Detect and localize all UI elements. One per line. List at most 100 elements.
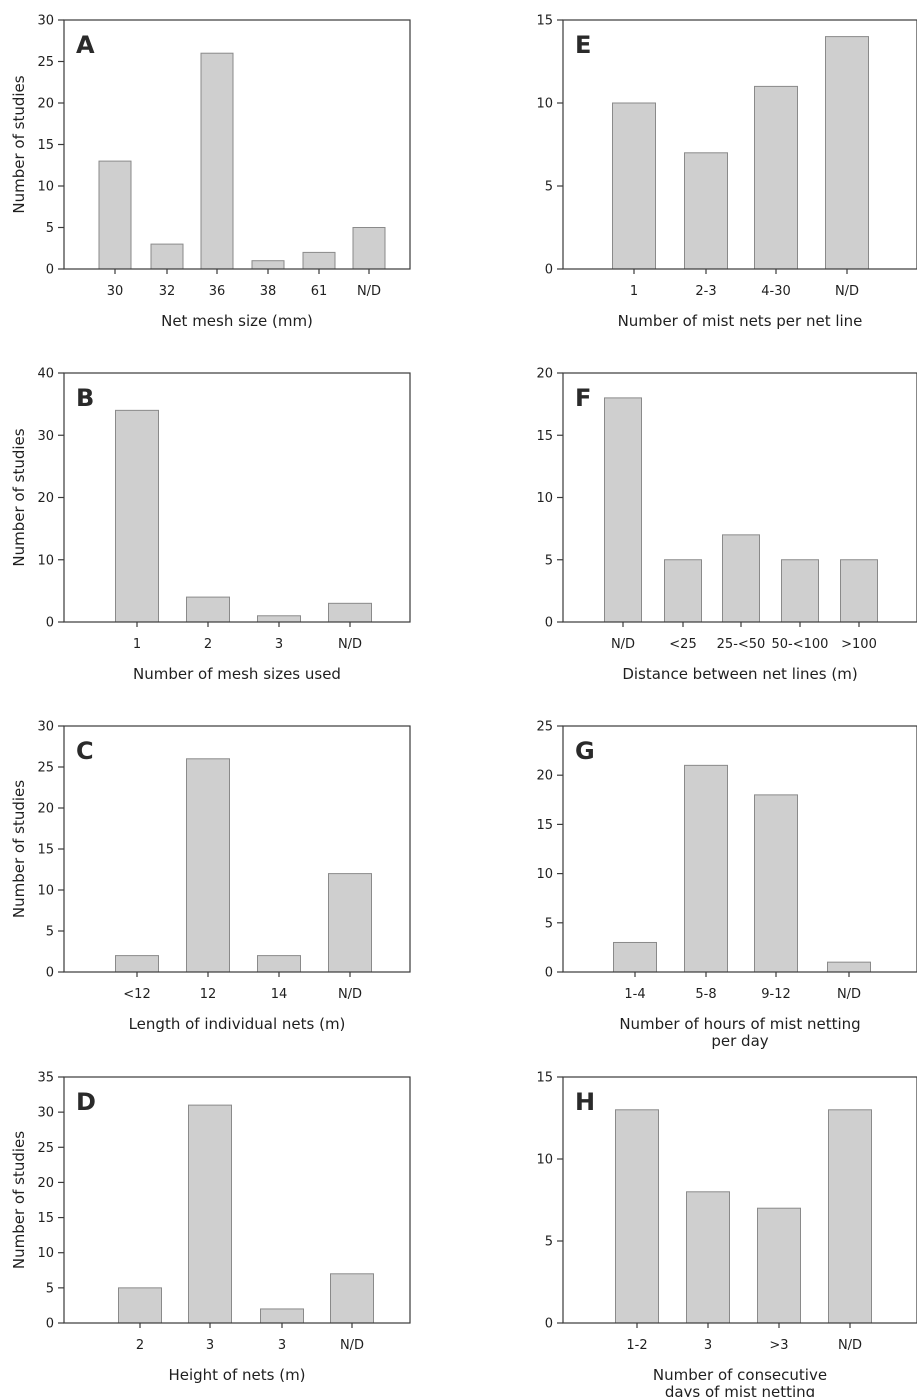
bar xyxy=(257,615,301,623)
y-tick-label: 5 xyxy=(545,180,553,195)
bar xyxy=(260,1308,304,1324)
x-tick-label: 3 xyxy=(206,1338,214,1353)
bar xyxy=(825,36,869,270)
y-tick-label: 10 xyxy=(37,884,54,899)
x-tick-label: N/D xyxy=(338,637,362,652)
x-tick-label: N/D xyxy=(835,284,859,299)
y-tick-label: 10 xyxy=(536,491,553,506)
x-tick-label: 32 xyxy=(159,284,176,299)
y-axis-label: Number of studies xyxy=(10,75,28,213)
y-tick-label: 15 xyxy=(37,138,54,153)
y-tick-label: 5 xyxy=(46,221,54,236)
x-tick-label: >100 xyxy=(841,637,877,652)
y-tick-label: 0 xyxy=(46,263,54,278)
bar xyxy=(302,251,336,270)
bar xyxy=(684,764,728,973)
plot-frame xyxy=(562,1076,917,1324)
y-tick-label: 40 xyxy=(37,367,54,382)
bar xyxy=(257,955,301,973)
x-axis-label: days of mist netting xyxy=(665,1383,815,1397)
x-tick-label: 1-4 xyxy=(624,987,645,1002)
panel-letter: C xyxy=(76,737,94,765)
bar xyxy=(684,152,728,270)
y-tick-label: 0 xyxy=(545,616,553,631)
plot-frame xyxy=(63,1076,411,1324)
y-tick-label: 25 xyxy=(536,720,553,735)
x-tick-label: <12 xyxy=(123,987,150,1002)
bar xyxy=(754,85,798,270)
bar xyxy=(115,409,159,623)
y-axis-label: Number of studies xyxy=(10,428,28,566)
x-tick-label: 2 xyxy=(204,637,212,652)
y-tick-label: 5 xyxy=(46,925,54,940)
y-tick-label: 20 xyxy=(37,1176,54,1191)
y-tick-label: 20 xyxy=(37,97,54,112)
x-tick-label: 9-12 xyxy=(761,987,791,1002)
y-tick-label: 20 xyxy=(37,802,54,817)
x-tick-label: 2 xyxy=(136,1338,144,1353)
x-axis-label: per day xyxy=(711,1032,768,1050)
y-tick-label: 0 xyxy=(46,1317,54,1332)
plot-frame xyxy=(562,725,917,973)
y-tick-label: 10 xyxy=(37,180,54,195)
x-tick-label: 3 xyxy=(704,1338,712,1353)
chart-panel-e: 0 5 10 15 1 2-3 4-30 N/D Number of mist nets per… xyxy=(536,14,917,330)
x-tick-label: 25-<50 xyxy=(717,637,766,652)
y-tick-label: 25 xyxy=(37,55,54,70)
x-axis-label: Number of hours of mist netting xyxy=(619,1015,860,1033)
bar xyxy=(615,1109,659,1324)
x-tick-label: 12 xyxy=(200,987,217,1002)
y-tick-label: 30 xyxy=(37,1106,54,1121)
panel-letter: D xyxy=(76,1088,96,1116)
y-tick-label: 10 xyxy=(536,1153,553,1168)
x-axis-label: Number of consecutive xyxy=(653,1366,827,1384)
x-axis-label: Number of mist nets per net line xyxy=(618,312,863,330)
x-axis-label: Length of individual nets (m) xyxy=(129,1015,346,1033)
y-tick-label: 5 xyxy=(545,1235,553,1250)
y-tick-label: 15 xyxy=(37,843,54,858)
x-tick-label: 36 xyxy=(209,284,226,299)
bar xyxy=(686,1191,730,1324)
chart-panel-c: 0 5 10 15 20 25 30 <12 12 14 N/D Length of individu… xyxy=(10,720,411,1033)
y-tick-label: 0 xyxy=(545,966,553,981)
y-tick-label: 5 xyxy=(545,916,553,931)
y-tick-label: 0 xyxy=(46,966,54,981)
chart-panel-a: 0 5 10 15 20 25 30 30 32 36 38 61 N/D Net mesh size (… xyxy=(10,14,411,330)
y-tick-label: 30 xyxy=(37,14,54,29)
y-tick-label: 30 xyxy=(37,429,54,444)
x-axis-label: Number of mesh sizes used xyxy=(133,665,341,683)
bar xyxy=(604,397,642,623)
bar xyxy=(613,941,657,973)
x-tick-label: 4-30 xyxy=(761,284,791,299)
x-tick-label: N/D xyxy=(838,1338,862,1353)
bar xyxy=(328,873,372,973)
x-tick-label: N/D xyxy=(357,284,381,299)
y-tick-label: 10 xyxy=(536,867,553,882)
bar xyxy=(118,1287,162,1324)
y-tick-label: 15 xyxy=(536,818,553,833)
x-axis-label: Distance between net lines (m) xyxy=(622,665,857,683)
chart-panel-h: 0 5 10 15 1-2 3 >3 N/D Number of consecutivedays… xyxy=(536,1071,917,1397)
y-tick-label: 5 xyxy=(46,1281,54,1296)
x-tick-label: 3 xyxy=(275,637,283,652)
bar xyxy=(98,160,132,270)
bar xyxy=(251,260,285,270)
x-tick-label: 1-2 xyxy=(626,1338,647,1353)
bar xyxy=(186,758,230,973)
y-tick-label: 0 xyxy=(46,616,54,631)
y-tick-label: 35 xyxy=(37,1071,54,1086)
x-tick-label: 61 xyxy=(311,284,328,299)
y-tick-label: 30 xyxy=(37,720,54,735)
chart-panel-g: 0 5 10 15 20 25 1-4 5-8 9-12 N/D Number of hours o… xyxy=(536,720,917,1050)
x-tick-label: 14 xyxy=(271,987,288,1002)
bar xyxy=(200,52,234,270)
bar xyxy=(612,102,656,270)
panel-letter: E xyxy=(575,31,591,59)
x-tick-label: N/D xyxy=(837,987,861,1002)
x-axis-label: Height of nets (m) xyxy=(168,1366,305,1384)
bar xyxy=(328,602,372,623)
panel-letter: G xyxy=(575,737,595,765)
bar xyxy=(840,559,878,623)
y-tick-label: 10 xyxy=(37,553,54,568)
y-tick-label: 0 xyxy=(545,263,553,278)
